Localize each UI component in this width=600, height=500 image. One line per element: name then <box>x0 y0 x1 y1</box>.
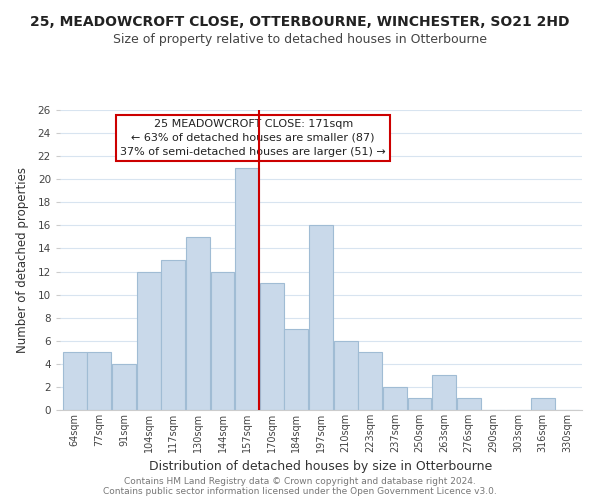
Bar <box>334 341 358 410</box>
Bar <box>358 352 382 410</box>
Text: 25 MEADOWCROFT CLOSE: 171sqm
← 63% of detached houses are smaller (87)
37% of se: 25 MEADOWCROFT CLOSE: 171sqm ← 63% of de… <box>120 119 386 157</box>
Text: 25, MEADOWCROFT CLOSE, OTTERBOURNE, WINCHESTER, SO21 2HD: 25, MEADOWCROFT CLOSE, OTTERBOURNE, WINC… <box>30 15 570 29</box>
Bar <box>137 272 161 410</box>
Bar <box>284 329 308 410</box>
Bar <box>235 168 259 410</box>
Bar <box>432 376 456 410</box>
Bar <box>457 398 481 410</box>
Bar <box>530 398 554 410</box>
Bar <box>383 387 407 410</box>
Bar <box>112 364 136 410</box>
Bar <box>161 260 185 410</box>
Bar <box>211 272 235 410</box>
X-axis label: Distribution of detached houses by size in Otterbourne: Distribution of detached houses by size … <box>149 460 493 473</box>
Bar <box>407 398 431 410</box>
Bar <box>309 226 333 410</box>
Text: Size of property relative to detached houses in Otterbourne: Size of property relative to detached ho… <box>113 32 487 46</box>
Y-axis label: Number of detached properties: Number of detached properties <box>16 167 29 353</box>
Text: Contains public sector information licensed under the Open Government Licence v3: Contains public sector information licen… <box>103 488 497 496</box>
Text: Contains HM Land Registry data © Crown copyright and database right 2024.: Contains HM Land Registry data © Crown c… <box>124 478 476 486</box>
Bar <box>63 352 87 410</box>
Bar <box>186 237 210 410</box>
Bar <box>88 352 112 410</box>
Bar <box>260 283 284 410</box>
